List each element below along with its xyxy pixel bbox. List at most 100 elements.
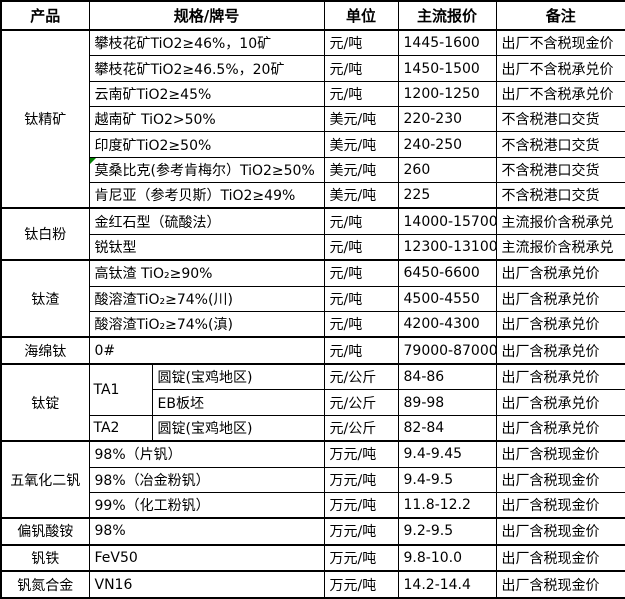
price-cell: 14000-15700	[397, 207, 497, 235]
table-row: 钛锭 TA1 圆锭(宝鸡地区) 元/公斤 84-86 出厂含税承兑价	[0, 362, 625, 442]
note-cell: 出厂不含税现金价	[495, 29, 625, 57]
price-cell: 6450-6600	[397, 259, 497, 287]
price-cell: 225	[397, 181, 497, 209]
header-cell: 主流报价	[397, 0, 497, 31]
product-cell: 五氧化二钒	[0, 440, 90, 519]
spec-cell: 酸溶渣TiO₂≥74%(滇)	[88, 310, 325, 338]
note-cell: 不含税港口交货	[495, 106, 625, 133]
price-cell: 12300-13100	[397, 233, 497, 261]
unit-cell: 美元/吨	[323, 131, 399, 158]
unit-cell: 美元/吨	[323, 156, 399, 183]
note-cell: 不含税港口交货	[495, 131, 625, 158]
note-cell: 主流报价含税承兑	[495, 233, 625, 261]
note-cell: 出厂含税承兑价	[495, 259, 625, 287]
price-cell: 1200-1250	[397, 80, 497, 108]
header-cell: 备注	[495, 0, 625, 31]
table-row: TA2 圆锭(宝鸡地区) 元/公斤 82-84 出厂含税承兑价	[1, 414, 625, 442]
spec-cell: EB板坯	[151, 389, 325, 416]
price-cell: 82-84	[397, 414, 497, 442]
unit-cell: 万元/吨	[323, 491, 399, 519]
price-cell: 9.8-10.0	[397, 543, 497, 572]
unit-cell: 元/吨	[323, 233, 399, 261]
price-cell: 11.8-12.2	[397, 491, 497, 519]
table-row: 钛精矿 攀枝花矿TiO2≥46%，10矿 元/吨 1445-1600 出厂不含税现金价	[0, 28, 625, 209]
table-row: 云南矿TiO2≥45% 元/吨 1200-1250 出厂不含税承兑价	[1, 80, 625, 108]
spec-cell: 肯尼亚（参考贝斯）TiO2≥49%	[88, 181, 325, 209]
header-cell: 单位	[323, 0, 399, 31]
note-cell: 出厂含税承兑价	[495, 336, 625, 365]
note-cell: 出厂含税承兑价	[495, 310, 625, 338]
table-row: 酸溶渣TiO₂≥74%(川) 元/吨 4500-4550 出厂含税承兑价	[1, 285, 625, 312]
table-body: 钛精矿 攀枝花矿TiO2≥46%，10矿 元/吨 1445-1600 出厂不含税现金价攀…	[0, 28, 625, 599]
unit-cell: 元/公斤	[323, 414, 399, 442]
unit-cell: 美元/吨	[323, 106, 399, 133]
table-row: 海绵钛 0# 元/吨 79000-87000 出厂含税承兑价	[0, 336, 625, 365]
header-cell: 规格/牌号	[88, 0, 325, 31]
unit-cell: 元/吨	[323, 259, 399, 287]
unit-cell: 元/吨	[323, 207, 399, 235]
table-row: 肯尼亚（参考贝斯）TiO2≥49% 美元/吨 225 不含税港口交货	[1, 181, 625, 209]
note-cell: 出厂不含税承兑价	[495, 55, 625, 82]
price-cell: 1445-1600	[397, 29, 497, 57]
table-row: 99%（化工粉钒） 万元/吨 11.8-12.2 出厂含税现金价	[1, 491, 625, 519]
note-cell: 出厂含税现金价	[495, 440, 625, 468]
product-cell: 钒铁	[0, 543, 90, 572]
spec-cell: 莫桑比克(参考肯梅尔）TiO2≥50%	[88, 156, 325, 183]
cell-comment-corner-triangle-icon	[90, 158, 96, 164]
unit-cell: 万元/吨	[323, 440, 399, 468]
spec-cell: 越南矿 TiO2>50%	[88, 106, 325, 133]
table-row: 印度矿TiO2≥50% 美元/吨 240-250 不含税港口交货	[1, 131, 625, 158]
unit-cell: 万元/吨	[323, 570, 399, 599]
unit-cell: 元/吨	[323, 55, 399, 82]
spec-cell: 圆锭(宝鸡地区)	[151, 414, 325, 442]
price-cell: 84-86	[397, 362, 497, 391]
spec-cell: 金红石型（硫酸法）	[88, 207, 325, 235]
unit-cell: 元/吨	[323, 29, 399, 57]
table-row: 锐钛型 元/吨 12300-13100 主流报价含税承兑	[1, 233, 625, 261]
product-cell: 钛白粉	[0, 207, 90, 261]
unit-cell: 元/公斤	[323, 389, 399, 416]
unit-cell: 万元/吨	[323, 517, 399, 546]
table-row: 酸溶渣TiO₂≥74%(滇) 元/吨 4200-4300 出厂含税承兑价	[1, 310, 625, 338]
price-cell: 89-98	[397, 389, 497, 416]
table-row: 偏钒酸铵 98% 万元/吨 9.2-9.5 出厂含税现金价	[0, 517, 625, 546]
unit-cell: 元/吨	[323, 80, 399, 108]
grade-cell: TA2	[88, 414, 153, 442]
unit-cell: 美元/吨	[323, 181, 399, 209]
table-row: 钛白粉 金红石型（硫酸法） 元/吨 14000-15700 主流报价含税承兑	[0, 207, 625, 261]
price-cell: 79000-87000	[397, 336, 497, 365]
price-cell: 9.4-9.45	[397, 440, 497, 468]
price-cell: 9.4-9.5	[397, 466, 497, 493]
product-cell: 钛精矿	[0, 28, 90, 209]
spec-cell: 99%（化工粉钒）	[88, 491, 325, 519]
spec-cell: 攀枝花矿TiO2≥46%，10矿	[88, 29, 325, 57]
product-cell: 偏钒酸铵	[0, 517, 90, 546]
note-cell: 出厂含税承兑价	[495, 414, 625, 442]
table-row: EB板坯 元/公斤 89-98 出厂含税承兑价	[1, 389, 625, 416]
price-cell: 1450-1500	[397, 55, 497, 82]
grade-cell: TA1	[88, 362, 153, 416]
spec-cell: 锐钛型	[88, 233, 325, 261]
price-cell: 9.2-9.5	[397, 517, 497, 546]
spec-cell: VN16	[88, 570, 325, 599]
header-cell: 产品	[0, 0, 90, 31]
unit-cell: 万元/吨	[323, 466, 399, 493]
unit-cell: 元/吨	[323, 310, 399, 338]
unit-cell: 万元/吨	[323, 543, 399, 572]
spec-cell: 0#	[88, 336, 325, 365]
spec-cell: 圆锭(宝鸡地区)	[151, 362, 325, 391]
price-cell: 220-230	[397, 106, 497, 133]
price-cell: 260	[397, 156, 497, 183]
spec-cell: 高钛渣 TiO₂≥90%	[88, 259, 325, 287]
spec-cell: 98%（冶金粉钒）	[88, 466, 325, 493]
note-cell: 不含税港口交货	[495, 156, 625, 183]
note-cell: 主流报价含税承兑	[495, 207, 625, 235]
spec-cell: 酸溶渣TiO₂≥74%(川)	[88, 285, 325, 312]
table-row: 越南矿 TiO2>50% 美元/吨 220-230 不含税港口交货	[1, 106, 625, 133]
note-cell: 出厂含税承兑价	[495, 389, 625, 416]
product-cell: 钛锭	[0, 362, 90, 442]
note-cell: 出厂含税现金价	[495, 543, 625, 572]
spec-cell: 98%（片钒）	[88, 440, 325, 468]
product-cell: 钛渣	[0, 259, 90, 338]
